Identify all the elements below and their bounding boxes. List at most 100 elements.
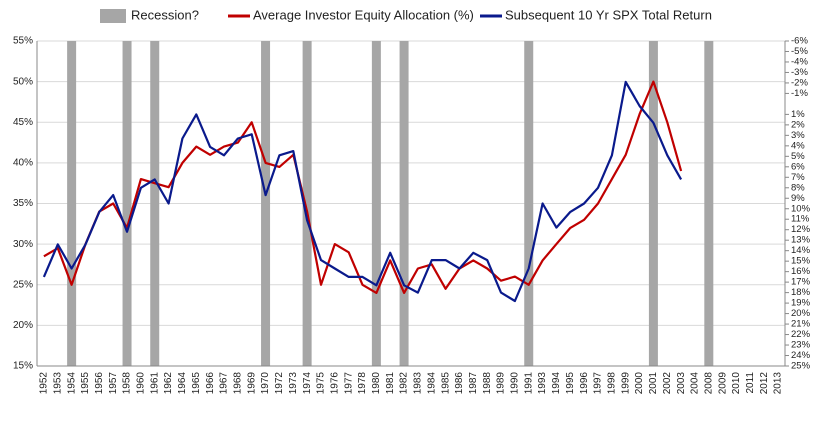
recession-band	[122, 41, 132, 366]
y2-tick-label: 5%	[791, 151, 805, 162]
x-tick-label: 1981	[385, 372, 396, 395]
y2-tick-label: -6%	[791, 36, 808, 47]
data-line	[43, 80, 683, 294]
y-tick-label: 40%	[13, 158, 33, 169]
x-tick-label: 1973	[288, 372, 299, 395]
x-tick-label: 1961	[149, 372, 160, 395]
x-tick-label: 1968	[232, 372, 243, 395]
recession-band	[371, 41, 381, 366]
x-tick-label: 1983	[413, 372, 424, 395]
y2-tick-label: 14%	[791, 245, 811, 256]
x-tick-label: 2002	[662, 372, 673, 395]
recession-band	[399, 41, 409, 366]
y2-tick-label: 25%	[791, 361, 811, 372]
x-tick-label: 1964	[177, 372, 188, 395]
data-line	[42, 80, 683, 303]
x-tick-label: 1953	[52, 372, 63, 395]
x-tick-label: 1957	[108, 372, 119, 395]
x-tick-label: 1978	[357, 372, 368, 395]
y-tick-label: 45%	[13, 117, 33, 128]
y2-tick-label: 15%	[791, 256, 811, 267]
x-tick-label: 1991	[523, 372, 534, 395]
y2-tick-label: 22%	[791, 329, 811, 340]
y2-tick-label: 1%	[791, 109, 805, 120]
x-tick-label: 2001	[648, 372, 659, 395]
x-tick-label: 1977	[343, 372, 354, 395]
x-tick-label: 1995	[565, 372, 576, 395]
y2-tick-label: -2%	[791, 77, 808, 88]
x-tick-label: 2013	[773, 372, 784, 395]
x-tick-label: 1987	[468, 372, 479, 395]
x-tick-label: 1965	[191, 372, 202, 395]
y2-tick-label: 13%	[791, 235, 811, 246]
y2-tick-label: -3%	[791, 67, 808, 78]
x-tick-label: 1958	[122, 372, 133, 395]
recession-band	[261, 41, 271, 366]
x-tick-label: 1955	[80, 372, 91, 395]
x-tick-label: 1998	[606, 372, 617, 395]
y2-tick-label: 23%	[791, 340, 811, 351]
x-tick-label: 1956	[94, 372, 105, 395]
legend-label: Recession?	[131, 7, 199, 22]
recession-band	[302, 41, 312, 366]
y2-tick-label: 24%	[791, 350, 811, 361]
y2-tick-label: 9%	[791, 193, 805, 204]
x-tick-label: 1982	[399, 372, 410, 395]
y-tick-label: 15%	[13, 361, 33, 372]
y2-tick-label: -5%	[791, 46, 808, 57]
y2-tick-label: 7%	[791, 172, 805, 183]
y2-tick-label: 2%	[791, 119, 805, 130]
x-tick-label: 1988	[482, 372, 493, 395]
y2-tick-label: 18%	[791, 287, 811, 298]
legend: Recession? Average Investor Equity Alloca…	[100, 7, 712, 23]
x-tick-label: 1976	[329, 372, 340, 395]
x-tick-label: 1993	[537, 372, 548, 395]
legend-label: Subsequent 10 Yr SPX Total Return	[505, 7, 712, 22]
x-tick-label: 1952	[39, 372, 50, 395]
y2-tick-label: 8%	[791, 182, 805, 193]
y2-tick-label: 16%	[791, 266, 811, 277]
y2-tick-label: -4%	[791, 56, 808, 67]
x-tick-label: 1986	[454, 372, 465, 395]
legend-swatch	[100, 9, 126, 23]
x-tick-label: 1966	[205, 372, 216, 395]
legend-label: Average Investor Equity Allocation (%)	[253, 7, 474, 22]
x-tick-label: 1980	[371, 372, 382, 395]
y2-tick-label: 6%	[791, 161, 805, 172]
x-tick-label: 1970	[260, 372, 271, 395]
y-tick-label: 30%	[13, 239, 33, 250]
x-tick-label: 1997	[593, 372, 604, 395]
x-tick-label: 1999	[620, 372, 631, 395]
x-tick-label: 2000	[634, 372, 645, 395]
x-tick-label: 1974	[302, 372, 313, 395]
y-tick-label: 25%	[13, 279, 33, 290]
x-tick-label: 1967	[219, 372, 230, 395]
y2-tick-label: 4%	[791, 140, 805, 151]
x-tick-label: 2010	[731, 372, 742, 395]
x-tick-label: 1972	[274, 372, 285, 395]
y2-tick-label: -1%	[791, 88, 808, 99]
x-tick-label: 2009	[717, 372, 728, 395]
x-tick-label: 1962	[163, 372, 174, 395]
x-tick-label: 1996	[579, 372, 590, 395]
x-tick-label: 1994	[551, 372, 562, 395]
x-tick-label: 1985	[440, 372, 451, 395]
x-tick-label: 1969	[246, 372, 257, 395]
y-tick-label: 55%	[13, 36, 33, 47]
x-tick-label: 2008	[703, 372, 714, 395]
x-tick-label: 2003	[676, 372, 687, 395]
x-tick-label: 2012	[759, 372, 770, 395]
x-tick-label: 2011	[745, 372, 756, 394]
y2-tick-label: 12%	[791, 224, 811, 235]
x-tick-label: 1954	[66, 372, 77, 395]
y2-tick-label: 21%	[791, 319, 811, 330]
recession-band	[524, 41, 534, 366]
y2-tick-label: 20%	[791, 308, 811, 319]
y-tick-label: 50%	[13, 76, 33, 87]
y2-tick-label: 3%	[791, 130, 805, 141]
recession-band	[150, 41, 160, 366]
y2-tick-label: 17%	[791, 277, 811, 288]
x-tick-label: 1984	[426, 372, 437, 395]
y2-tick-label: 19%	[791, 298, 811, 309]
